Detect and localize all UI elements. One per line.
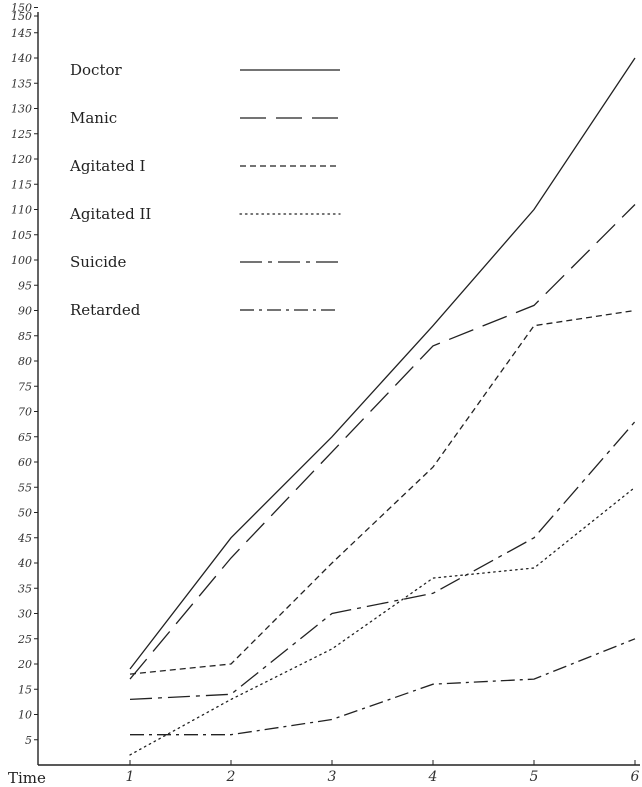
legend-label: Agitated II — [69, 205, 151, 223]
y-tick-label: 105 — [11, 229, 32, 242]
y-tick-label: 135 — [11, 77, 32, 90]
y-tick-label: 60 — [18, 456, 32, 469]
y-tick-label: 40 — [17, 557, 32, 570]
y-tick-label: 15 — [18, 683, 32, 696]
y-tick-label: 25 — [17, 633, 32, 646]
x-tick-label: 4 — [428, 769, 438, 785]
x-ticks: 1 2 3 4 5 6 — [126, 760, 640, 785]
y-tick-label: 85 — [18, 330, 32, 343]
legend-label: Manic — [70, 109, 117, 127]
legend: Doctor Manic Agitated I Agitated II Suicide R… — [69, 61, 341, 319]
y-tick-label: 45 — [17, 532, 32, 545]
x-tick-label: 2 — [226, 769, 236, 785]
axes — [37, 12, 640, 766]
y-tick-label: 5 — [25, 734, 32, 747]
x-tick-label: 5 — [530, 769, 539, 785]
series-line-manic — [129, 204, 636, 680]
series-line-doctor — [129, 57, 636, 670]
y-tick-label: 75 — [18, 380, 32, 393]
y-tick-label: 50 — [18, 507, 32, 520]
y-tick-label: 95 — [18, 279, 32, 292]
y-tick-label: 150 — [11, 10, 32, 23]
y-tick-label: 90 — [18, 305, 32, 318]
y-tick-label: 150 — [11, 2, 32, 15]
legend-label: Retarded — [70, 301, 141, 319]
y-tick-label: 80 — [18, 355, 32, 368]
series-lines — [129, 57, 636, 756]
x-tick-label: 1 — [126, 769, 135, 785]
y-tick-label: 65 — [18, 431, 32, 444]
y-tick-label: 55 — [18, 481, 32, 494]
series-line-retarded — [130, 638, 636, 736]
y-ticks: 5 10 15 20 25 30 35 40 45 50 55 60 65 70 75 80 85 90 95 100… — [11, 2, 38, 747]
y-tick-label: 10 — [18, 709, 32, 722]
legend-label: Agitated I — [69, 157, 145, 175]
series-line-agitated-i — [129, 309, 636, 675]
legend-label: Suicide — [70, 253, 127, 271]
x-tick-label: 6 — [631, 769, 640, 785]
x-axis-label: Time — [8, 769, 46, 787]
series-line-suicide — [129, 421, 636, 701]
y-tick-label: 30 — [18, 608, 32, 621]
y-tick-label: 130 — [11, 103, 32, 116]
y-tick-label: 145 — [11, 27, 32, 40]
y-tick-label: 20 — [17, 658, 32, 671]
y-tick-label: 100 — [11, 254, 32, 267]
x-tick-label: 3 — [328, 769, 337, 785]
y-tick-label: 35 — [18, 582, 32, 595]
y-tick-label: 140 — [11, 52, 32, 65]
y-tick-label: 120 — [11, 153, 32, 166]
legend-label: Doctor — [70, 61, 123, 79]
series-line-agitated-ii — [129, 486, 636, 756]
y-tick-label: 115 — [11, 178, 32, 191]
y-tick-label: 125 — [11, 128, 32, 141]
y-tick-label: 110 — [11, 204, 32, 217]
y-tick-label: 70 — [18, 406, 32, 419]
